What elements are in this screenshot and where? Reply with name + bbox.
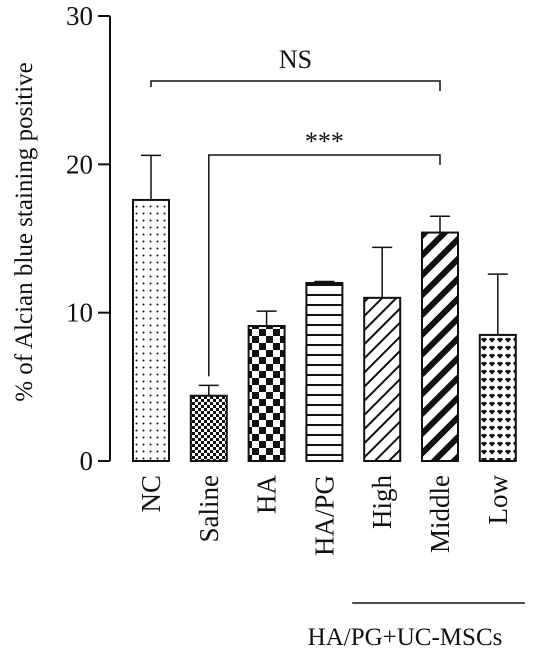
bar-nc (132, 198, 170, 463)
x-axis-labels: NC Saline HA HA/PG High Middle Low (136, 475, 513, 557)
x-tick-label-ha-pg: HA/PG (309, 475, 339, 556)
y-tick-label: 20 (66, 149, 93, 179)
group-label: HA/PG+UC-MSCs (308, 624, 503, 651)
significance-annotations: NS *** (150, 45, 441, 377)
bar-ha-pg (305, 282, 344, 462)
significance-bracket-ns (150, 80, 441, 91)
bar-low (478, 333, 517, 462)
x-tick-label-nc: NC (136, 475, 166, 513)
y-tick-label: 0 (80, 446, 94, 476)
y-axis-title: % of Alcian blue staining positive (11, 62, 38, 402)
bar-high (363, 296, 402, 463)
y-tick-label: 10 (66, 298, 93, 328)
x-tick-label-middle: Middle (425, 475, 455, 553)
x-tick-label-ha: HA (252, 475, 282, 514)
bars-group (132, 154, 517, 463)
y-tick-label: 30 (66, 1, 93, 31)
x-tick-label-high: High (367, 475, 397, 530)
y-axis-ticks: 0 10 20 30 (66, 1, 110, 476)
bar-ha (247, 325, 286, 462)
x-tick-label-saline: Saline (194, 475, 224, 543)
significance-bracket-stars (208, 154, 441, 377)
significance-label: NS (279, 45, 312, 74)
significance-label: *** (305, 127, 344, 156)
bar-middle (421, 231, 459, 462)
bar-saline (189, 394, 228, 463)
x-tick-label-low: Low (483, 475, 513, 525)
